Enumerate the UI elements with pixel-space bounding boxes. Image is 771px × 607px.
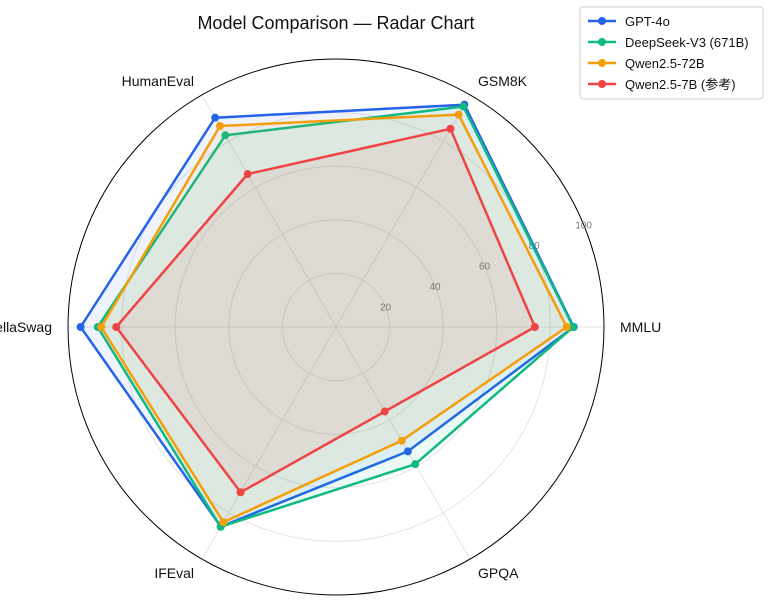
tick-label-100: 100 (575, 220, 592, 231)
axis-labels: MMLU GSM8K HumanEval HellaSwag IFEval GPQA (0, 73, 661, 581)
point-qwen2-5-72b-gpqa (397, 436, 406, 445)
legend-item-qwen2-5-72b: Qwen2.5-72B (588, 56, 705, 71)
point-qwen2-5-7b-mmlu (530, 323, 539, 331)
point-qwen2-5-72b-humaneval (215, 122, 224, 131)
tick-label-20: 20 (380, 302, 392, 313)
series-qwen2-5-7b (112, 124, 539, 497)
point-deepseek-v3-671b-gsm8k (459, 102, 468, 111)
legend-label: Qwen2.5-72B (625, 56, 705, 71)
axis-label-mmlu: MMLU (620, 319, 661, 335)
point-gpt-4o-gpqa (403, 447, 412, 456)
legend-swatch-marker (598, 80, 606, 88)
point-qwen2-5-72b-gsm8k (454, 110, 463, 119)
point-qwen2-5-7b-ifeval (236, 488, 245, 497)
point-qwen2-5-72b-hellaswag (97, 323, 106, 331)
legend-swatch-marker (598, 59, 606, 67)
legend: GPT-4o DeepSeek-V3 (671B) Qwen2.5-72B Qwen2… (579, 6, 764, 100)
legend-label: GPT-4o (625, 14, 670, 29)
legend-label: Qwen2.5-7B (参考) (625, 77, 736, 92)
point-qwen2-5-7b-hellaswag (112, 323, 121, 331)
point-qwen2-5-72b-mmlu (562, 323, 571, 331)
legend-frame (579, 6, 764, 100)
grid-ring-60 (174, 165, 498, 489)
point-gpt-4o-humaneval (211, 113, 220, 122)
point-qwen2-5-7b-humaneval (243, 170, 252, 179)
grid-ring-100 (67, 58, 605, 596)
point-gpt-4o-hellaswag (76, 323, 85, 331)
point-deepseek-v3-671b-mmlu (569, 323, 578, 331)
legend-swatch-marker (598, 38, 606, 46)
series-qwen2-5-72b (97, 110, 571, 527)
axis-label-hellaswag: HellaSwag (0, 319, 52, 335)
point-deepseek-v3-671b-humaneval (221, 131, 230, 140)
grid-ring-20 (281, 272, 391, 382)
tick-label-60: 60 (479, 261, 491, 272)
spoke-gsm8k (335, 94, 471, 328)
point-deepseek-v3-671b-gpqa (411, 460, 420, 469)
legend-item-qwen2-5-7b: Qwen2.5-7B (参考) (588, 77, 736, 92)
tick-label-40: 40 (429, 282, 441, 293)
point-qwen2-5-7b-gpqa (380, 407, 389, 416)
legend-label: DeepSeek-V3 (671B) (625, 35, 749, 50)
point-qwen2-5-72b-ifeval (219, 518, 228, 527)
legend-item-gpt-4o: GPT-4o (588, 14, 670, 29)
axis-label-gpqa: GPQA (478, 565, 519, 581)
legend-item-deepseek-v3-671b: DeepSeek-V3 (671B) (588, 35, 749, 50)
axis-label-ifeval: IFEval (154, 565, 194, 581)
grid-ring-40 (228, 219, 444, 435)
legend-swatch-marker (598, 17, 606, 25)
chart-title: Model Comparison — Radar Chart (197, 13, 474, 33)
point-qwen2-5-7b-gsm8k (446, 124, 455, 133)
axis-label-gsm8k: GSM8K (478, 73, 528, 89)
axis-label-humaneval: HumanEval (122, 73, 194, 89)
radar-series (76, 100, 578, 531)
